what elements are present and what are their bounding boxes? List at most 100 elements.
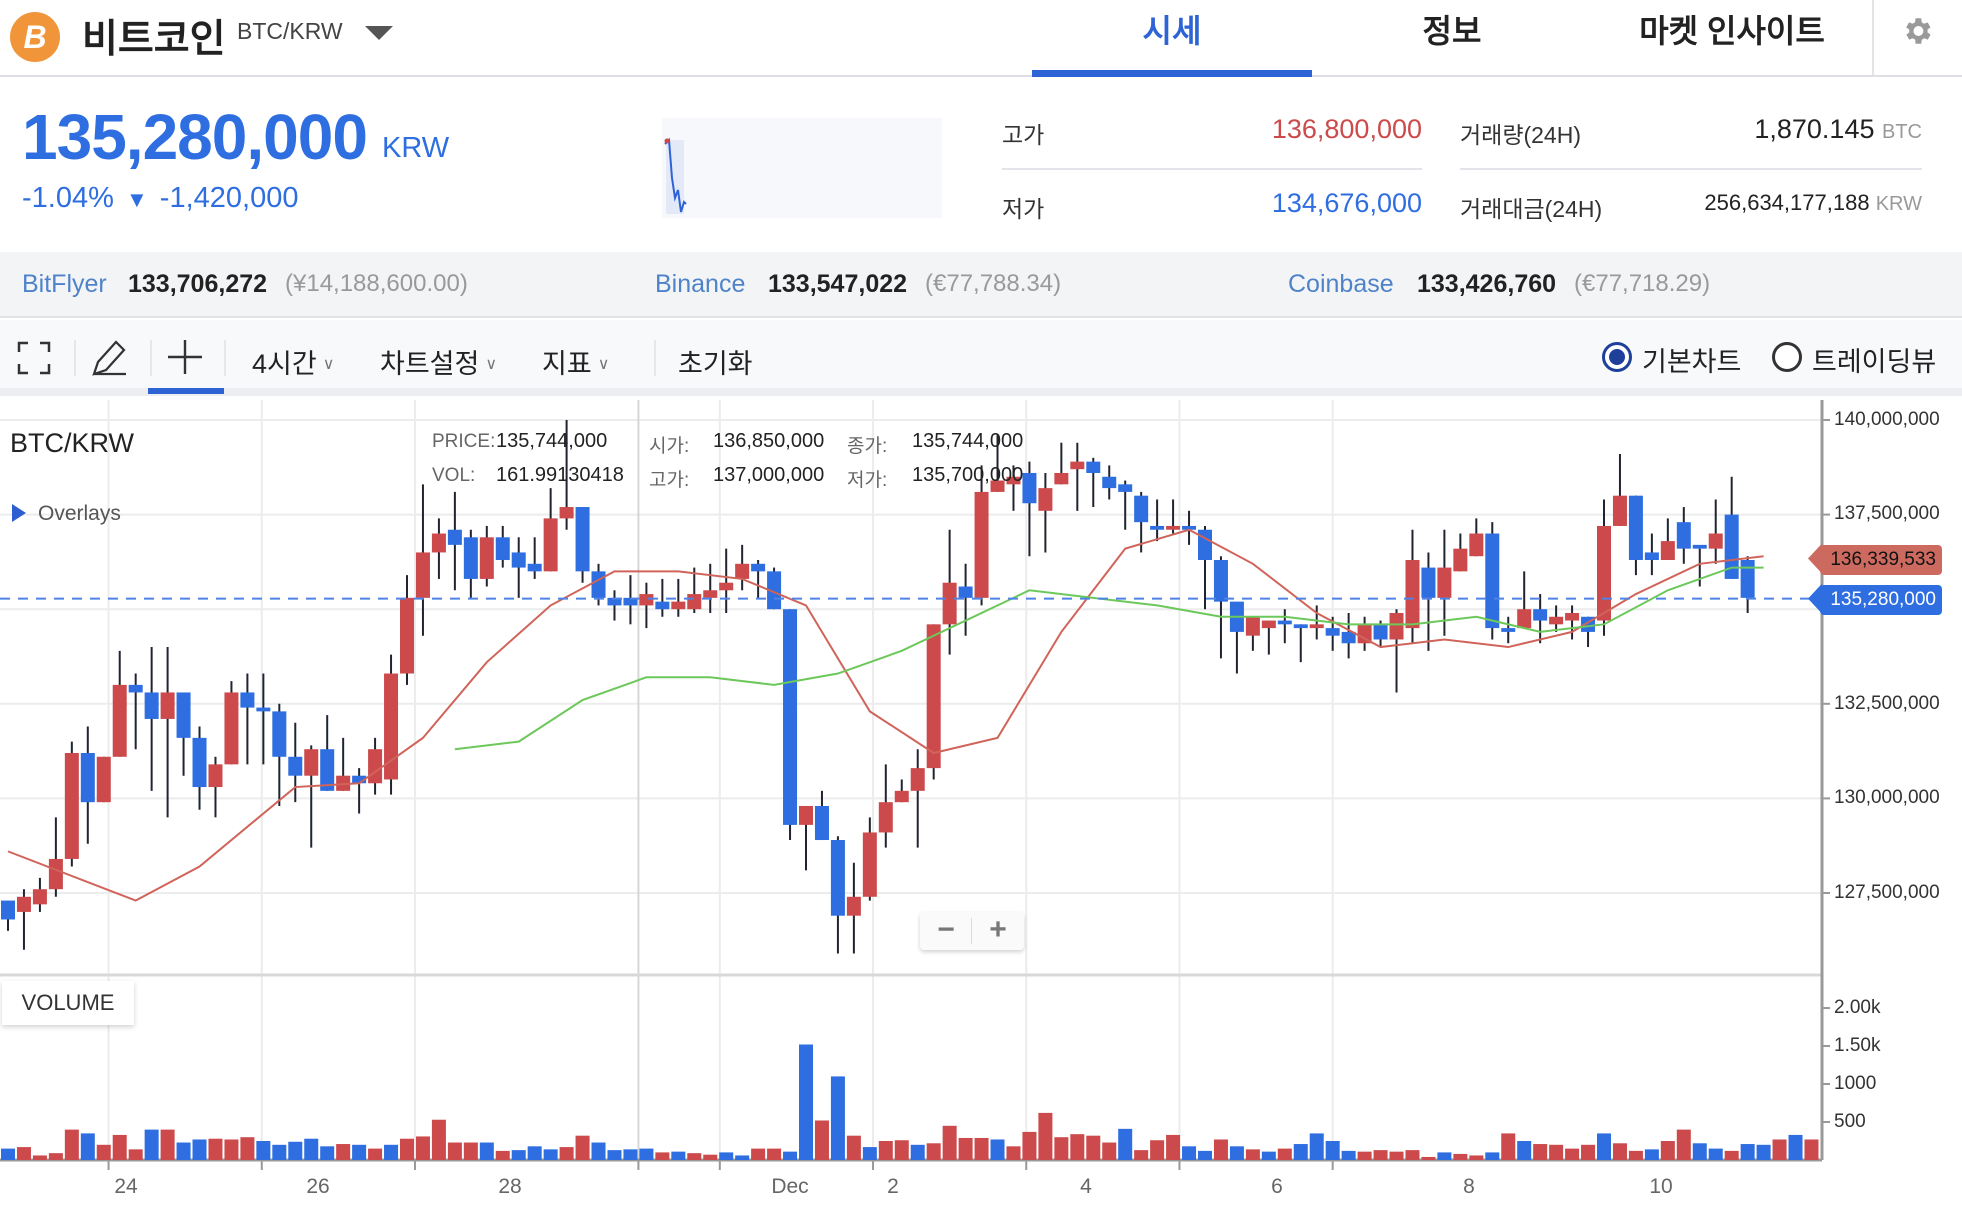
exchange-price-binance: 133,547,022 [768,270,908,298]
exchange-name-coinbase[interactable]: Coinbase [1288,270,1394,298]
x-axis-label: 26 [306,1175,330,1198]
volume-24h: 1,870.145 BTC [1600,114,1922,145]
volume-axis-label: 2.00k [1834,997,1881,1018]
amount-24h-value: 256,634,177,188 [1704,190,1870,215]
info-low-value: 135,700,000 [912,464,1024,486]
info-price-key: PRICE: [432,431,496,452]
info-close-value: 135,744,000 [912,430,1024,452]
exchange-price-bar: BitFlyer 133,706,272 (¥14,188,600.00) Bi… [0,252,1962,318]
sparkline-graph [664,137,687,214]
active-tab-indicator [1032,70,1312,77]
chevron-down-icon: ∨ [597,356,610,373]
tab-market-insight[interactable]: 마켓 인사이트 [1639,13,1825,49]
x-axis-label: 24 [114,1175,138,1198]
reset-button[interactable]: 초기화 [678,349,753,379]
radio-basic-chart[interactable] [1602,342,1632,372]
gear-icon [1906,18,1931,44]
coin-name[interactable]: 비트코인 [82,18,226,61]
basic-chart-label[interactable]: 기본차트 [1642,347,1742,377]
candlestick-chart[interactable] [0,400,1962,1214]
bitcoin-logo-icon: B [10,12,60,62]
coin-pair[interactable]: BTC/KRW [237,18,343,44]
x-axis-label: Dec [771,1175,809,1198]
exchange-name-bitflyer[interactable]: BitFlyer [22,270,107,298]
info-open-value: 136,850,000 [713,430,825,452]
price-unit: KRW [382,132,450,164]
low-label: 저가 [1002,196,1045,222]
volume-axis-label: 1000 [1834,1073,1877,1094]
fullscreen-icon[interactable] [16,340,52,376]
y-axis-label: 132,500,000 [1834,693,1940,714]
zoom-in-button[interactable]: + [989,913,1007,946]
expand-triangle-icon [12,504,26,522]
exchange-price-coinbase: 133,426,760 [1417,270,1557,298]
coin-dropdown-caret-icon[interactable] [365,26,393,40]
chart-settings-dropdown[interactable]: 차트설정 ∨ [380,342,497,381]
mini-price-sparkline [662,118,942,218]
x-axis-label: 8 [1463,1175,1475,1198]
current-price: 135,280,000 [22,101,368,173]
tab-info[interactable]: 정보 [1422,13,1482,49]
exchange-local-binance: (€77,788.34) [925,270,1062,297]
overlays-label: Overlays [38,502,121,525]
app-header: B 비트코인 BTC/KRW 시세 정보 마켓 인사이트 [0,0,1962,77]
exchange-local-bitflyer: (¥14,188,600.00) [285,270,468,297]
volume-axis-label: 1.50k [1834,1035,1881,1056]
divider [971,918,972,944]
info-high-key: 고가: [649,470,690,491]
volume-24h-unit: BTC [1882,121,1922,143]
price-change: -1.04% ▼ -1,420,000 [22,182,298,215]
y-axis-label: 130,000,000 [1834,787,1940,808]
exchange-price-bitflyer: 133,706,272 [128,270,268,298]
zoom-out-button[interactable]: − [937,913,955,946]
toolbar-divider [224,340,226,376]
toolbar-divider [150,340,152,376]
divider [1460,168,1922,170]
info-low-key: 저가: [847,470,888,491]
chevron-down-icon: ∨ [322,356,335,373]
y-axis-label: 137,500,000 [1834,503,1940,524]
amount-24h-label: 거래대금(24H) [1460,196,1603,222]
settings-button[interactable] [1872,0,1962,75]
toolbar-divider [654,340,656,376]
tab-market-price[interactable]: 시세 [1142,13,1202,49]
active-tool-indicator [148,388,224,394]
interval-dropdown[interactable]: 4시간 ∨ [252,342,334,381]
low-value: 134,676,000 [1271,188,1422,218]
crosshair-icon[interactable] [166,338,204,376]
exchange-local-coinbase: (€77,718.29) [1574,270,1711,297]
overlays-toggle[interactable]: Overlays [12,502,121,526]
x-axis-label: 28 [498,1175,522,1198]
pencil-icon[interactable] [90,338,130,378]
indicators-label: 지표 [542,349,592,379]
volume-24h-value: 1,870.145 [1754,114,1875,144]
volume-pane-label: VOLUME [2,981,134,1025]
divider [1002,168,1422,170]
chart-zoom-control: − + [920,912,1024,950]
chart-pane-title: BTC/KRW [10,428,135,458]
interval-label: 4시간 [252,349,317,379]
amount-24h-unit: KRW [1875,193,1922,215]
y-axis-label: 127,500,000 [1834,882,1940,903]
info-price-value: 135,744,000 [496,430,608,452]
high-label: 고가 [1002,122,1045,148]
indicators-dropdown[interactable]: 지표 ∨ [542,342,609,381]
chevron-down-icon: ∨ [485,356,498,373]
change-amount: -1,420,000 [159,182,299,214]
info-vol-key: VOL: [432,465,476,486]
exchange-name-binance[interactable]: Binance [655,270,746,298]
volume-axis-label: 500 [1834,1111,1866,1132]
high-value: 136,800,000 [1271,114,1422,144]
down-arrow-icon: ▼ [125,187,148,212]
ma-price-tag: 136,339,533 [1820,545,1942,575]
change-percent: -1.04% [22,182,114,214]
x-axis-label: 4 [1080,1175,1092,1198]
radio-tradingview[interactable] [1772,342,1802,372]
volume-24h-label: 거래량(24H) [1460,122,1581,148]
tradingview-label[interactable]: 트레이딩뷰 [1812,347,1937,377]
last-price-tag: 135,280,000 [1820,585,1942,615]
amount-24h: 256,634,177,188 KRW [1600,190,1922,216]
x-axis-label: 6 [1271,1175,1283,1198]
chart-settings-label: 차트설정 [380,349,480,379]
info-open-key: 시가: [649,436,690,457]
